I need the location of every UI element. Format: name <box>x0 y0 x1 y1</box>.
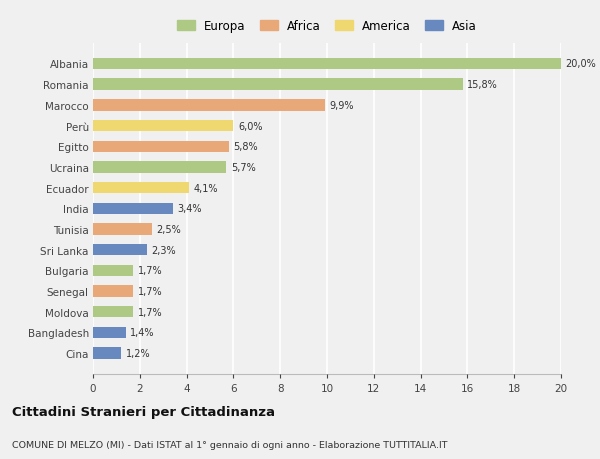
Text: 1,7%: 1,7% <box>137 266 162 276</box>
Text: 20,0%: 20,0% <box>566 59 596 69</box>
Text: 15,8%: 15,8% <box>467 80 498 90</box>
Bar <box>93 100 325 111</box>
Text: 3,4%: 3,4% <box>177 204 202 214</box>
Text: Cittadini Stranieri per Cittadinanza: Cittadini Stranieri per Cittadinanza <box>12 405 275 419</box>
Text: 1,2%: 1,2% <box>126 348 151 358</box>
Bar <box>93 286 133 297</box>
Text: 2,5%: 2,5% <box>156 224 181 235</box>
Text: 4,1%: 4,1% <box>194 183 218 193</box>
Text: 1,4%: 1,4% <box>130 328 155 338</box>
Text: 9,9%: 9,9% <box>329 101 354 111</box>
Bar <box>93 162 226 173</box>
Text: COMUNE DI MELZO (MI) - Dati ISTAT al 1° gennaio di ogni anno - Elaborazione TUTT: COMUNE DI MELZO (MI) - Dati ISTAT al 1° … <box>12 441 448 449</box>
Text: 1,7%: 1,7% <box>137 286 162 297</box>
Bar <box>93 59 561 70</box>
Bar <box>93 265 133 276</box>
Bar <box>93 307 133 318</box>
Bar <box>93 183 189 194</box>
Bar <box>93 224 151 235</box>
Text: 6,0%: 6,0% <box>238 121 263 131</box>
Legend: Europa, Africa, America, Asia: Europa, Africa, America, Asia <box>173 17 481 36</box>
Bar <box>93 79 463 90</box>
Text: 5,7%: 5,7% <box>231 162 256 173</box>
Bar <box>93 245 147 256</box>
Bar <box>93 203 173 214</box>
Text: 5,8%: 5,8% <box>233 142 258 152</box>
Text: 1,7%: 1,7% <box>137 307 162 317</box>
Bar <box>93 348 121 359</box>
Bar <box>93 327 126 338</box>
Bar <box>93 121 233 132</box>
Bar <box>93 141 229 152</box>
Text: 2,3%: 2,3% <box>151 245 176 255</box>
